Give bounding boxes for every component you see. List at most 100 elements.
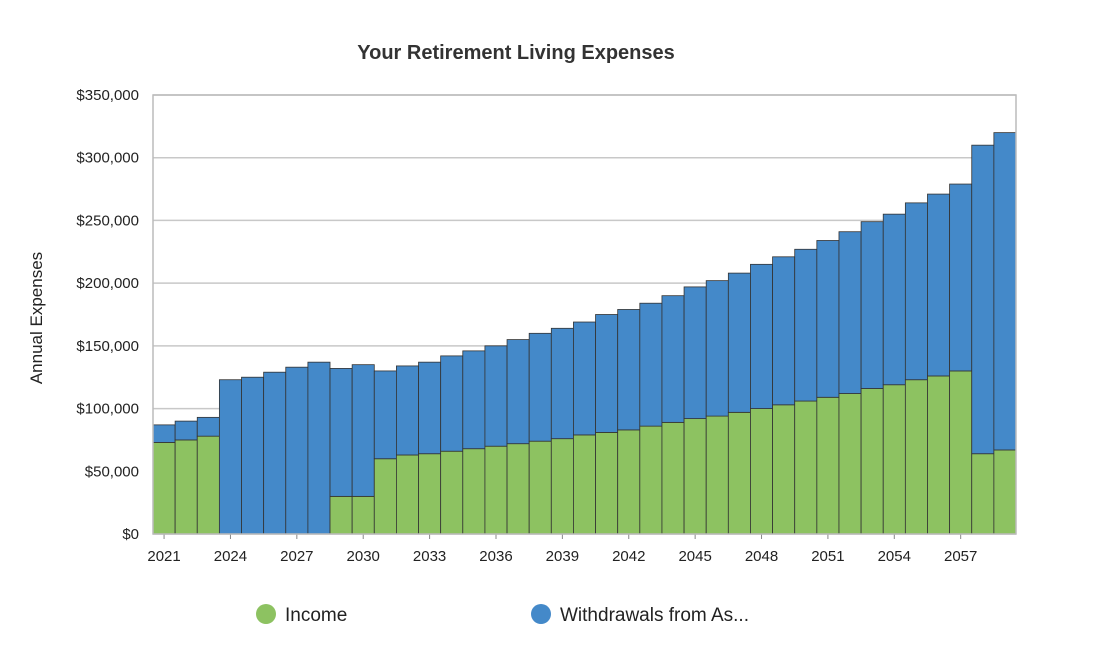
bar-income-2035[interactable] — [462, 448, 486, 535]
y-tick-label: $200,000 — [76, 275, 139, 292]
bar-income-2044[interactable] — [661, 421, 685, 535]
bar-withdrawals-2043[interactable] — [639, 302, 663, 427]
y-tick-label: $50,000 — [85, 463, 139, 480]
bar-withdrawals-2036[interactable] — [484, 345, 508, 447]
y-tick-label: $150,000 — [76, 338, 139, 355]
bar-income-2038[interactable] — [528, 440, 552, 535]
bar-withdrawals-2034[interactable] — [440, 355, 464, 452]
bar-withdrawals-2023[interactable] — [196, 416, 220, 437]
bar-income-2039[interactable] — [550, 438, 574, 535]
bar-withdrawals-2039[interactable] — [550, 327, 574, 440]
bar-withdrawals-2024[interactable] — [218, 379, 242, 535]
bar-income-2037[interactable] — [506, 443, 530, 535]
bar-withdrawals-2048[interactable] — [750, 263, 773, 409]
bar-withdrawals-2052[interactable] — [838, 231, 862, 394]
bar-withdrawals-2045[interactable] — [683, 286, 707, 420]
bar-withdrawals-2035[interactable] — [462, 350, 486, 450]
bar-income-2054[interactable] — [882, 384, 906, 535]
bar-income-2033[interactable] — [418, 453, 442, 535]
y-axis-ticks: $0 $50,000 $100,000 $150,000 $200,000 $250,00… — [76, 87, 139, 543]
x-tick-label: 2024 — [214, 548, 247, 565]
bar-withdrawals-2028[interactable] — [307, 361, 331, 535]
bar-withdrawals-2049[interactable] — [772, 256, 796, 406]
bar-withdrawals-2027[interactable] — [285, 366, 309, 535]
bar-income-2036[interactable] — [484, 445, 508, 535]
bar-withdrawals-2054[interactable] — [882, 213, 906, 386]
bar-income-2047[interactable] — [727, 411, 751, 535]
bar-withdrawals-2051[interactable] — [816, 240, 840, 398]
bar-income-2041[interactable] — [595, 432, 619, 535]
plot-frame — [152, 94, 1017, 535]
bar-withdrawals-2058[interactable] — [971, 144, 995, 455]
bar-withdrawals-2042[interactable] — [617, 309, 641, 431]
bar-withdrawals-2047[interactable] — [727, 272, 751, 413]
legend-label-withdrawals: Withdrawals from As... — [560, 605, 749, 626]
legend-item-income[interactable]: Income — [256, 604, 347, 626]
bar-income-2052[interactable] — [838, 393, 862, 535]
bars — [152, 132, 1017, 535]
bar-withdrawals-2040[interactable] — [573, 321, 596, 436]
y-tick-label: $250,000 — [76, 212, 139, 229]
y-tick-label: $300,000 — [76, 150, 139, 167]
bar-income-2057[interactable] — [949, 370, 973, 535]
bar-income-2058[interactable] — [971, 453, 995, 535]
legend-swatch-withdrawals — [531, 604, 551, 624]
bar-withdrawals-2059[interactable] — [993, 132, 1017, 451]
bar-withdrawals-2037[interactable] — [506, 339, 530, 445]
bar-withdrawals-2041[interactable] — [595, 314, 619, 433]
bar-income-2029[interactable] — [329, 495, 353, 535]
legend-item-withdrawals[interactable]: Withdrawals from As... — [531, 604, 749, 626]
chart-title: Your Retirement Living Expenses — [357, 42, 675, 64]
bar-income-2034[interactable] — [440, 450, 464, 535]
x-axis-ticks: 2021 2024 2027 2030 2033 2036 2039 2042 2045 2048… — [147, 534, 977, 565]
y-tick-label: $350,000 — [76, 87, 139, 104]
legend: Income Withdrawals from As... — [256, 604, 749, 626]
bar-income-2043[interactable] — [639, 425, 663, 535]
bar-income-2050[interactable] — [794, 400, 818, 535]
bar-withdrawals-2053[interactable] — [860, 221, 884, 389]
bar-income-2051[interactable] — [816, 396, 840, 535]
bar-withdrawals-2021[interactable] — [152, 424, 176, 443]
bar-income-2045[interactable] — [683, 418, 707, 535]
bar-income-2022[interactable] — [174, 439, 198, 535]
bar-income-2021[interactable] — [152, 442, 176, 535]
bar-withdrawals-2046[interactable] — [705, 280, 729, 417]
x-tick-label: 2027 — [280, 548, 313, 565]
bar-income-2031[interactable] — [373, 458, 397, 535]
bar-income-2056[interactable] — [927, 375, 951, 535]
bar-withdrawals-2055[interactable] — [904, 202, 928, 381]
bar-income-2049[interactable] — [772, 404, 796, 535]
bar-withdrawals-2026[interactable] — [263, 371, 287, 535]
bar-income-2059[interactable] — [993, 449, 1017, 535]
bar-withdrawals-2033[interactable] — [418, 361, 442, 455]
bar-withdrawals-2031[interactable] — [373, 370, 397, 460]
bar-withdrawals-2022[interactable] — [174, 420, 198, 441]
bar-withdrawals-2032[interactable] — [396, 365, 419, 456]
bar-income-2032[interactable] — [396, 454, 419, 535]
bar-income-2055[interactable] — [904, 379, 928, 535]
bar-withdrawals-2044[interactable] — [661, 295, 685, 423]
x-tick-label: 2033 — [413, 548, 446, 565]
bar-withdrawals-2030[interactable] — [351, 364, 375, 497]
bar-withdrawals-2025[interactable] — [241, 376, 265, 535]
x-tick-label: 2045 — [678, 548, 711, 565]
bar-income-2053[interactable] — [860, 388, 884, 535]
bar-income-2042[interactable] — [617, 429, 641, 535]
x-tick-label: 2021 — [147, 548, 180, 565]
bar-withdrawals-2050[interactable] — [794, 248, 818, 402]
bar-withdrawals-2038[interactable] — [528, 332, 552, 442]
bar-withdrawals-2029[interactable] — [329, 368, 353, 497]
y-tick-label: $100,000 — [76, 401, 139, 418]
legend-label-income: Income — [285, 605, 347, 626]
bar-income-2046[interactable] — [705, 415, 729, 535]
bar-income-2023[interactable] — [196, 435, 220, 535]
y-tick-label: $0 — [122, 526, 139, 543]
bar-income-2040[interactable] — [573, 434, 596, 535]
legend-swatch-income — [256, 604, 276, 624]
bar-withdrawals-2056[interactable] — [927, 193, 951, 377]
x-tick-label: 2048 — [745, 548, 778, 565]
bar-withdrawals-2057[interactable] — [949, 183, 973, 372]
bar-income-2048[interactable] — [750, 408, 773, 535]
bar-income-2030[interactable] — [351, 495, 375, 535]
